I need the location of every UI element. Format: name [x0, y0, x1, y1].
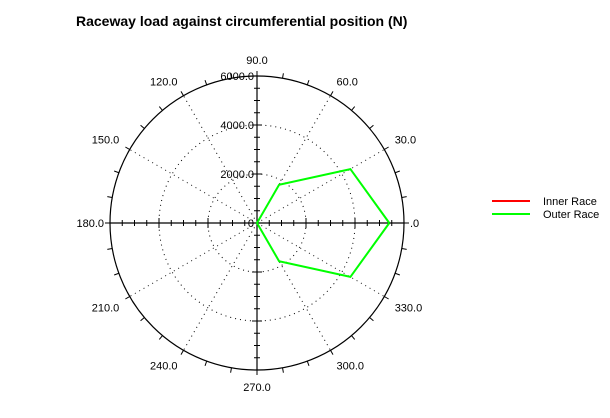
angular-tick-label: 150.0 — [92, 135, 120, 147]
radial-tick-label: 4000.0 — [220, 120, 254, 132]
radial-tick-label: 6000.0 — [220, 71, 254, 83]
circle-tick — [125, 146, 130, 150]
circle-tick — [384, 296, 389, 300]
circle-tick — [230, 73, 232, 79]
series-line-outer-race — [255, 167, 391, 279]
circle-tick — [107, 248, 113, 250]
chart-title: Raceway load against circumferential pos… — [76, 13, 408, 29]
angular-grid-spoke — [256, 149, 385, 224]
angular-grid-spoke — [183, 222, 258, 351]
circle-tick — [230, 367, 232, 373]
circle-tick — [330, 350, 334, 355]
circle-tick — [282, 73, 284, 79]
circle-tick — [107, 196, 113, 198]
circle-tick — [158, 106, 163, 111]
circle-tick — [180, 91, 184, 96]
legend-label-inner-race: Inner Race — [543, 196, 597, 208]
circle-tick — [113, 272, 120, 276]
circle-tick — [306, 79, 310, 86]
circle-tick — [125, 296, 130, 300]
angular-tick-label: 210.0 — [92, 303, 120, 315]
series-layer — [255, 167, 391, 279]
angular-tick-label: 30.0 — [395, 135, 416, 147]
circle-tick — [204, 79, 208, 86]
circle-tick — [204, 360, 208, 367]
angular-tick-label: 270.0 — [243, 382, 271, 394]
circle-tick — [351, 106, 356, 111]
circle-tick — [369, 124, 374, 129]
radial-tick-label: 2000.0 — [220, 169, 254, 181]
angular-tick-label: 120.0 — [150, 76, 178, 88]
circle-tick — [113, 170, 120, 174]
angular-tick-label: 240.0 — [150, 361, 178, 373]
angular-tick-label: 330.0 — [395, 303, 423, 315]
circle-tick — [384, 146, 389, 150]
angular-tick-label: 60.0 — [337, 76, 358, 88]
angular-grid-spoke — [129, 149, 258, 224]
angular-tick-label: 180.0 — [76, 218, 104, 230]
circle-tick — [401, 196, 407, 198]
circle-tick — [140, 317, 145, 322]
angular-grid-spoke — [129, 222, 258, 297]
circle-tick — [158, 335, 163, 340]
legend-label-outer-race: Outer Race — [543, 209, 599, 221]
circle-tick — [351, 335, 356, 340]
circle-tick — [401, 248, 407, 250]
angular-grid-spoke — [256, 222, 385, 297]
circle-tick — [306, 360, 310, 367]
circle-tick — [180, 350, 184, 355]
tick-label-layer: .0 30.0 60.0 90.0 120.0 150.0 180.0 210.0 240.0 2… — [76, 55, 422, 394]
angular-tick-label: 90.0 — [246, 55, 267, 67]
circle-tick — [140, 124, 145, 129]
circle-tick — [394, 170, 401, 174]
circle-tick — [282, 367, 284, 373]
angular-grid-spoke — [183, 95, 258, 224]
circle-tick — [369, 317, 374, 322]
angular-tick-label: 300.0 — [337, 361, 365, 373]
angular-tick-label: .0 — [410, 218, 419, 230]
circle-tick — [394, 272, 401, 276]
circle-tick — [330, 91, 334, 96]
radial-tick-label: 0 — [248, 218, 254, 230]
